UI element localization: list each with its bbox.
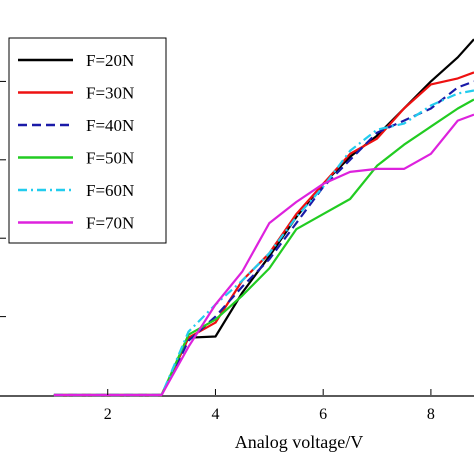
legend-label: F=60N — [86, 181, 134, 200]
x-axis-title: Analog voltage/V — [235, 432, 363, 452]
legend-label: F=40N — [86, 116, 134, 135]
legend: F=20N F=30N F=40N F=50N F=60N F=70N — [8, 37, 167, 244]
series-line-f-70n — [53, 113, 474, 397]
legend-label: F=50N — [86, 149, 134, 168]
x-axis: 2 4 6 8 — [0, 80, 435, 423]
legend-box — [8, 37, 167, 244]
series-layer — [53, 38, 474, 397]
x-tick-label: 8 — [427, 406, 435, 423]
x-tick-label: 2 — [104, 406, 112, 423]
legend-label: F=20N — [86, 51, 134, 70]
legend-label: F=30N — [86, 84, 134, 103]
legend-label: F=70N — [86, 214, 134, 233]
series-line-f-50n — [53, 98, 474, 397]
x-tick-label: 4 — [211, 406, 219, 423]
x-tick-label: 6 — [319, 406, 327, 423]
